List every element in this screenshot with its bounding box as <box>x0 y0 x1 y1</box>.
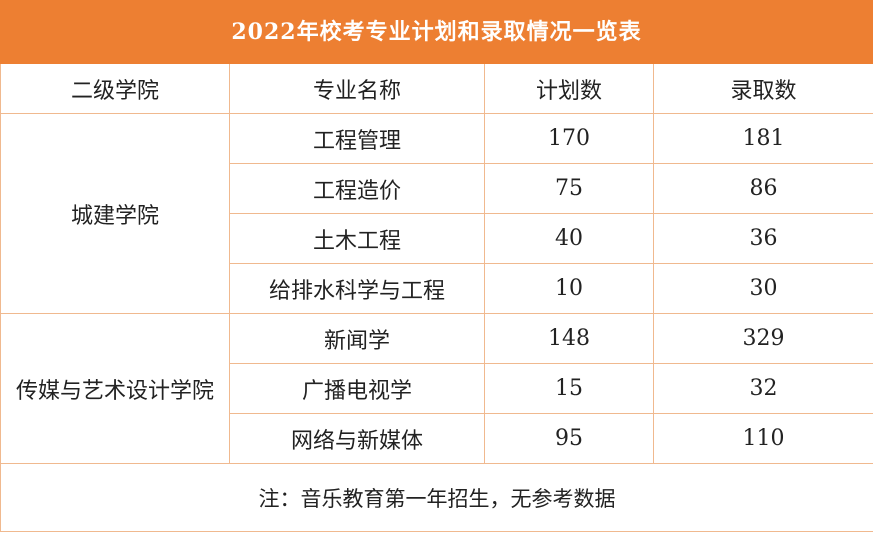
note-text: 注：音乐教育第一年招生，无参考数据 <box>0 463 873 532</box>
table-row: 工程造价 75 86 <box>1 163 873 214</box>
plan-cell: 40 <box>484 213 654 264</box>
table-title: 2022年校考专业计划和录取情况一览表 <box>0 0 873 64</box>
major-cell: 网络与新媒体 <box>229 413 485 464</box>
admit-cell: 181 <box>653 113 873 164</box>
admit-cell: 329 <box>653 313 873 364</box>
table-row: 城建学院 工程管理 170 181 <box>0 113 873 314</box>
header-major: 专业名称 <box>229 64 485 114</box>
admission-table: 二级学院 专业名称 计划数 录取数 城建学院 工程管理 170 181 工程造价… <box>0 64 873 532</box>
admit-cell: 110 <box>653 413 873 464</box>
admit-cell: 30 <box>653 263 873 314</box>
plan-cell: 75 <box>484 163 654 214</box>
plan-cell: 148 <box>484 313 654 364</box>
header-row: 二级学院 专业名称 计划数 录取数 <box>0 64 873 114</box>
major-cell: 广播电视学 <box>229 363 485 414</box>
college-cell: 城建学院 <box>0 113 230 314</box>
header-admit: 录取数 <box>653 64 873 114</box>
major-cell: 工程管理 <box>229 113 485 164</box>
major-cell: 给排水科学与工程 <box>229 263 485 314</box>
header-plan: 计划数 <box>484 64 654 114</box>
table-row: 网络与新媒体 95 110 <box>1 413 873 464</box>
table-row: 广播电视学 15 32 <box>1 363 873 414</box>
note-row: 注：音乐教育第一年招生，无参考数据 <box>0 463 873 532</box>
table-row: 传媒与艺术设计学院 新闻学 148 329 <box>0 313 873 464</box>
college-cell: 传媒与艺术设计学院 <box>0 313 230 464</box>
major-cell: 新闻学 <box>229 313 485 364</box>
plan-cell: 170 <box>484 113 654 164</box>
plan-cell: 15 <box>484 363 654 414</box>
plan-cell: 95 <box>484 413 654 464</box>
major-cell: 土木工程 <box>229 213 485 264</box>
admit-cell: 32 <box>653 363 873 414</box>
major-cell: 工程造价 <box>229 163 485 214</box>
plan-cell: 10 <box>484 263 654 314</box>
header-college: 二级学院 <box>0 64 230 114</box>
admit-cell: 86 <box>653 163 873 214</box>
admit-cell: 36 <box>653 213 873 264</box>
